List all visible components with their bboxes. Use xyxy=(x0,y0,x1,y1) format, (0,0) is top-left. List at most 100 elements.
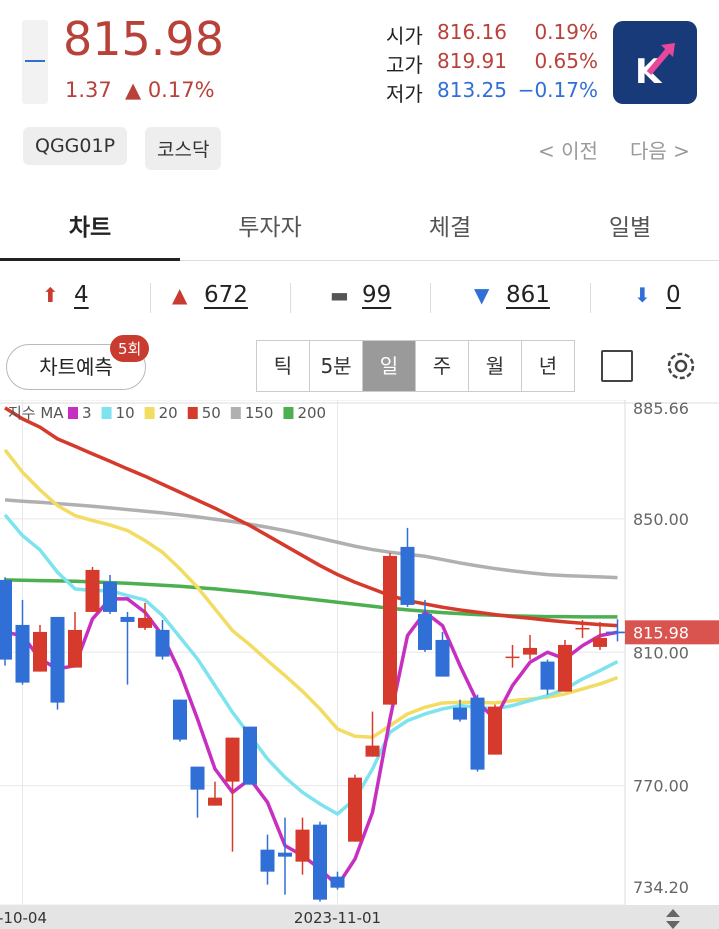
candle-body xyxy=(138,617,152,628)
quote-label: 고가 xyxy=(386,53,423,77)
period-button[interactable]: 주 xyxy=(416,341,469,391)
mini-chart-icon xyxy=(22,20,48,104)
tag: 코스닥 xyxy=(145,127,222,170)
candle-body xyxy=(470,697,485,770)
legend-swatch xyxy=(283,407,294,419)
breadth-icon: ▲ xyxy=(172,283,188,307)
breadth-separator xyxy=(590,283,591,313)
candle-body xyxy=(400,546,415,605)
candle-body xyxy=(593,637,607,647)
breadth-count: 4 xyxy=(74,282,89,308)
candle-body xyxy=(173,699,187,740)
logo-mark: K xyxy=(635,43,675,92)
legend-label: 50 xyxy=(202,404,221,422)
tab[interactable]: 차트 xyxy=(68,215,112,241)
period-button[interactable]: 월 xyxy=(469,341,522,391)
price: 815.98 xyxy=(63,12,224,66)
predict-button[interactable]: 차트예측 xyxy=(6,344,146,390)
candle-body xyxy=(435,639,450,677)
y-tick-label: 734.20 xyxy=(633,878,689,897)
legend-title: 지수 MA xyxy=(8,404,64,422)
next-button[interactable]: 다음 > xyxy=(630,139,690,163)
legend-label: 150 xyxy=(245,404,274,422)
legend-label: 10 xyxy=(116,404,135,422)
quote-pct: 0.19% xyxy=(534,20,598,44)
tab-divider xyxy=(0,260,719,261)
candle-body xyxy=(0,579,12,660)
tab[interactable]: 일별 xyxy=(608,215,652,241)
quote-value: 813.25 xyxy=(437,78,507,102)
period-button[interactable]: 년 xyxy=(522,341,575,391)
period-button[interactable]: 일 xyxy=(363,341,416,391)
breadth-count: 0 xyxy=(666,282,681,308)
breadth-separator xyxy=(150,283,151,313)
candle-body xyxy=(523,647,537,655)
legend-swatch xyxy=(101,407,112,419)
tab[interactable]: 투자자 xyxy=(238,215,302,241)
ma-line xyxy=(3,448,619,740)
candle-body xyxy=(120,616,135,622)
legend-swatch xyxy=(230,407,241,419)
checkbox[interactable] xyxy=(601,350,633,382)
breadth-icon: ▼ xyxy=(474,283,490,307)
candle-body xyxy=(155,629,170,657)
candle-body xyxy=(190,766,205,790)
candle-body xyxy=(505,656,520,659)
breadth-icon: ▬ xyxy=(330,283,349,307)
candle-body xyxy=(383,555,397,705)
quote-pct: 0.65% xyxy=(534,49,598,73)
tag: QGG01P xyxy=(23,127,128,165)
candle-body xyxy=(348,777,362,842)
candle-body xyxy=(540,661,555,690)
candle-body xyxy=(330,876,345,888)
candle-body xyxy=(278,852,292,857)
y-tick-label: 885.66 xyxy=(633,400,689,418)
breadth-icon: ⬇ xyxy=(634,283,651,307)
ma-line xyxy=(4,406,618,628)
candle-body xyxy=(103,581,117,612)
candle-body xyxy=(68,629,82,668)
change-pct: ▲ 0.17% xyxy=(125,78,215,102)
period-button[interactable]: 틱 xyxy=(257,341,310,391)
legend-swatch xyxy=(144,407,155,419)
date-strip xyxy=(0,905,719,929)
quote-label: 저가 xyxy=(386,82,423,106)
breadth-icon: ⬆ xyxy=(42,283,59,307)
breadth-count: 672 xyxy=(204,282,248,308)
quote-label: 시가 xyxy=(386,24,423,48)
candle-body xyxy=(33,631,47,672)
tab[interactable]: 체결 xyxy=(428,215,472,241)
legend-label: 20 xyxy=(159,404,178,422)
candle-body xyxy=(260,849,275,872)
legend-label: 3 xyxy=(82,404,92,422)
chart: 734.20 770.00 810.00 850.00 885.66 -10-04 2023… xyxy=(0,400,719,929)
breadth-count: 861 xyxy=(506,282,550,308)
candle-body xyxy=(488,706,502,755)
candle-body xyxy=(558,644,572,692)
breadth-count: 99 xyxy=(362,282,392,308)
candle-body xyxy=(15,624,30,683)
candle-body xyxy=(313,824,327,900)
last-price-label: 815.98 xyxy=(633,623,689,642)
prev-button[interactable]: < 이전 xyxy=(538,139,598,163)
candle-body xyxy=(50,616,65,703)
candle-body xyxy=(575,627,590,630)
y-tick-label: 810.00 xyxy=(633,643,689,662)
ma-line xyxy=(4,597,618,888)
candle-body xyxy=(243,726,257,785)
legend-swatch xyxy=(187,407,198,419)
settings-icon[interactable] xyxy=(663,348,699,384)
candle-body xyxy=(295,829,310,862)
candle-body xyxy=(208,797,222,806)
legend-swatch xyxy=(68,407,78,419)
candle-body xyxy=(453,707,467,720)
quote-value: 816.16 xyxy=(437,20,507,44)
predict-badge: 5회 xyxy=(110,335,150,362)
legend-label: 200 xyxy=(297,404,326,422)
breadth-separator xyxy=(430,283,431,313)
quote-pct: −0.17% xyxy=(517,78,598,102)
logo: K xyxy=(613,21,697,104)
period-button[interactable]: 5분 xyxy=(310,341,363,391)
x-tick-label: -10-04 xyxy=(0,909,47,927)
